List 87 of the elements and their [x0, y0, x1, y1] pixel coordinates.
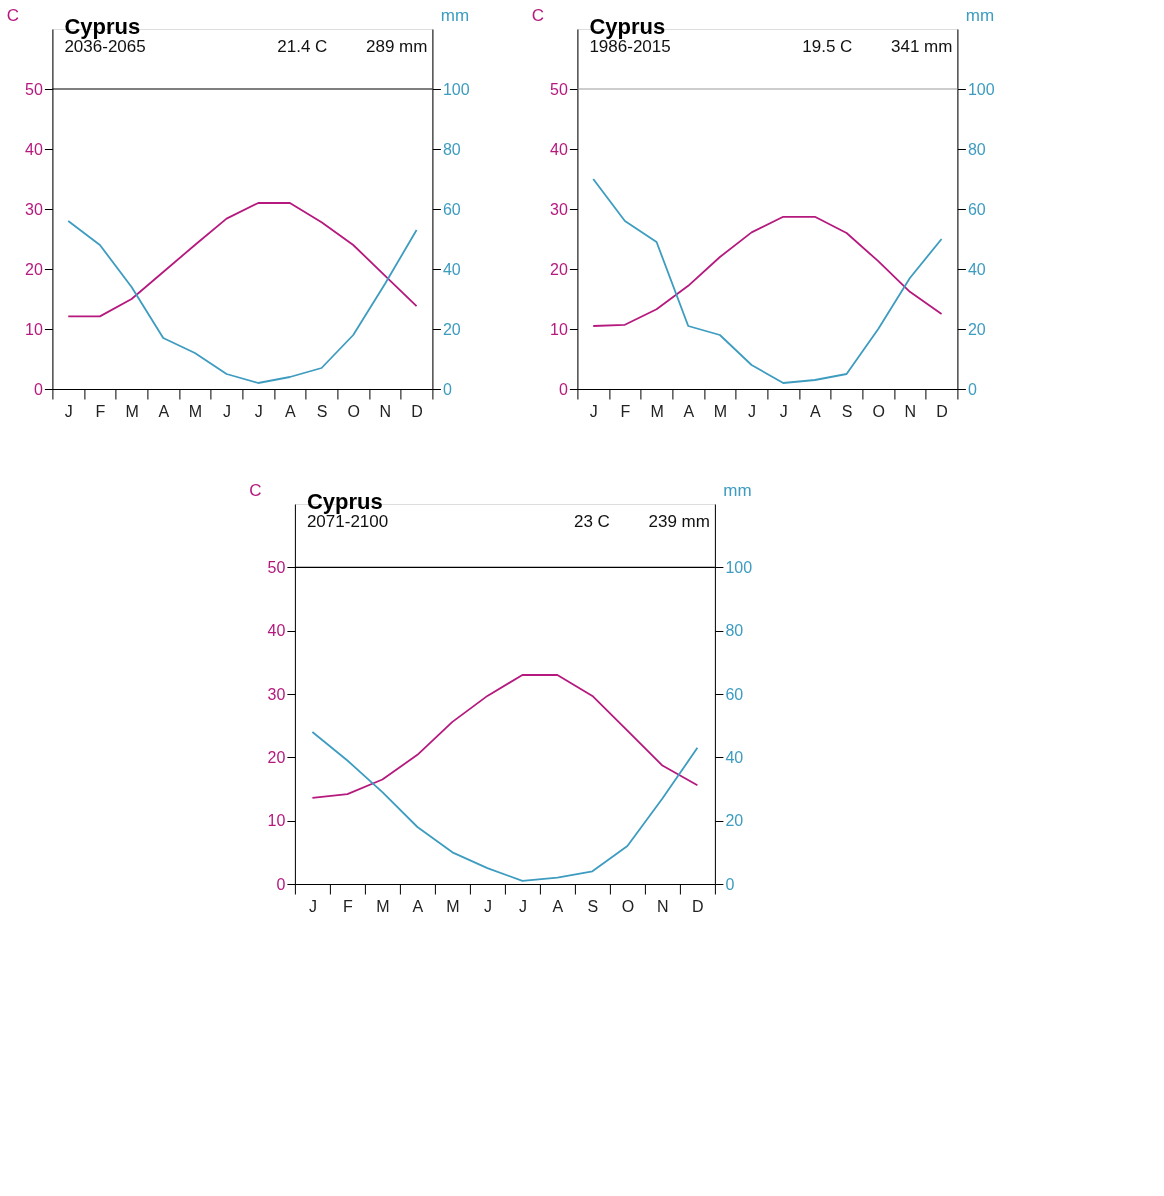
- y-tick-label: 0: [34, 380, 43, 398]
- chart-title: Cyprus: [306, 489, 383, 514]
- y2-tick-label: 60: [725, 685, 744, 703]
- x-tick-label: A: [810, 402, 822, 420]
- x-tick-label: M: [376, 897, 390, 915]
- chart-title: Cyprus: [589, 14, 666, 39]
- y2-tick-label: 40: [442, 260, 461, 278]
- y2-tick-label: 60: [442, 200, 461, 218]
- annotation: 341 mm: [890, 37, 953, 56]
- x-tick-label: A: [412, 897, 424, 915]
- y2-tick-label: 40: [967, 260, 986, 278]
- x-tick-label: F: [343, 897, 354, 915]
- y2-tick-label: 60: [967, 200, 986, 218]
- y-tick-label: 10: [550, 320, 568, 338]
- y-tick-label: 10: [25, 320, 43, 338]
- y-tick-label: 50: [25, 80, 43, 98]
- x-tick-label: J: [518, 897, 527, 915]
- x-tick-label: J: [254, 402, 263, 420]
- x-tick-label: D: [692, 897, 704, 915]
- x-tick-label: J: [483, 897, 492, 915]
- y-tick-label: 20: [25, 260, 43, 278]
- y-tick-label: 50: [267, 558, 286, 576]
- y-tick-label: 0: [559, 380, 568, 398]
- y2-tick-label: 0: [725, 875, 735, 893]
- x-tick-label: O: [347, 402, 360, 420]
- y-axis-title: C: [531, 5, 545, 25]
- x-tick-label: A: [683, 402, 695, 420]
- x-tick-label: S: [841, 402, 853, 420]
- y2-tick-label: 80: [725, 622, 744, 640]
- x-tick-label: M: [713, 402, 728, 420]
- y-tick-label: 0: [276, 875, 286, 893]
- x-tick-label: D: [411, 402, 423, 420]
- x-tick-label: S: [587, 897, 599, 915]
- y-axis-title: C: [6, 5, 20, 25]
- x-tick-label: M: [188, 402, 203, 420]
- x-tick-label: N: [904, 402, 917, 420]
- y-tick-label: 30: [550, 200, 568, 218]
- y-tick-label: 50: [550, 80, 568, 98]
- y-tick-label: 40: [267, 622, 286, 640]
- x-tick-label: N: [379, 402, 392, 420]
- x-tick-label: O: [621, 897, 635, 915]
- x-tick-label: D: [936, 402, 948, 420]
- y-tick-label: 40: [550, 140, 568, 158]
- annotation: 239 mm: [648, 512, 710, 531]
- annotation: 23 C: [573, 512, 610, 531]
- annotation: 289 mm: [365, 37, 428, 56]
- y2-tick-label: 100: [725, 558, 753, 576]
- x-tick-label: A: [285, 402, 297, 420]
- y-tick-label: 20: [550, 260, 568, 278]
- y2-tick-label: 40: [725, 748, 744, 766]
- x-tick-label: J: [308, 897, 317, 915]
- y-tick-label: 30: [25, 200, 43, 218]
- y2-tick-label: 100: [967, 80, 995, 98]
- x-tick-label: J: [589, 402, 598, 420]
- y2-tick-label: 100: [442, 80, 470, 98]
- y2-tick-label: 20: [725, 812, 744, 830]
- y-tick-label: 10: [267, 812, 286, 830]
- x-tick-label: J: [748, 402, 757, 420]
- y-tick-label: 20: [267, 748, 286, 766]
- x-tick-label: M: [650, 402, 664, 420]
- y-tick-label: 30: [267, 685, 286, 703]
- y2-axis-title: mm: [440, 5, 470, 25]
- annotation: 19.5 C: [802, 37, 853, 56]
- chart-title: Cyprus: [64, 14, 141, 39]
- x-tick-label: M: [446, 897, 460, 915]
- y2-axis-title: mm: [965, 5, 995, 25]
- x-tick-label: J: [64, 402, 73, 420]
- y2-tick-label: 80: [967, 140, 986, 158]
- x-tick-label: M: [125, 402, 139, 420]
- x-tick-label: J: [223, 402, 232, 420]
- y-tick-label: 40: [25, 140, 43, 158]
- y2-axis-title: mm: [723, 480, 752, 500]
- x-tick-label: F: [620, 402, 631, 420]
- x-tick-label: J: [779, 402, 788, 420]
- x-tick-label: A: [158, 402, 170, 420]
- y2-tick-label: 20: [967, 320, 986, 338]
- x-tick-label: N: [657, 897, 669, 915]
- x-tick-label: F: [95, 402, 106, 420]
- x-tick-label: S: [316, 402, 328, 420]
- y2-tick-label: 0: [967, 380, 977, 398]
- x-tick-label: A: [552, 897, 564, 915]
- x-tick-label: O: [872, 402, 885, 420]
- y2-tick-label: 0: [442, 380, 452, 398]
- y2-tick-label: 20: [442, 320, 461, 338]
- y2-tick-label: 80: [442, 140, 461, 158]
- annotation: 21.4 C: [277, 37, 328, 56]
- y-axis-title: C: [249, 480, 262, 500]
